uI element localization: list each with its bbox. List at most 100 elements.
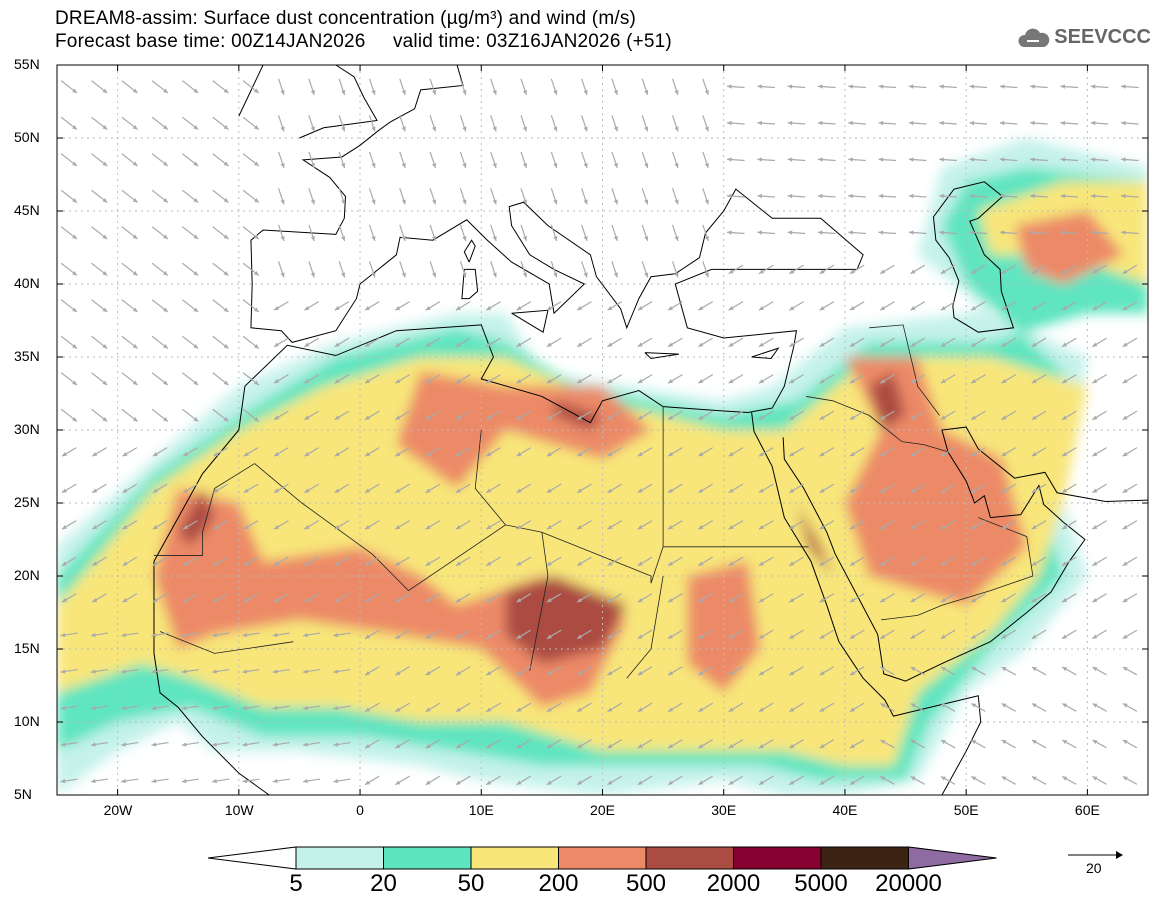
wind-arrow [485, 483, 501, 494]
wind-arrow [151, 668, 169, 674]
wind-arrow [576, 593, 592, 603]
wind-arrow [970, 301, 986, 311]
wind-arrow [425, 374, 441, 384]
wind-arrow [182, 372, 199, 386]
wind-arrow [728, 775, 744, 786]
wind-arrow [728, 374, 744, 384]
wind-arrow [546, 775, 562, 786]
wind-arrow [1090, 193, 1109, 199]
wind-arrow [364, 483, 380, 494]
wind-arrow [910, 337, 926, 348]
wind-arrow [671, 224, 679, 242]
wind-arrow [516, 702, 532, 713]
wind-arrow [182, 80, 199, 94]
wind-arrow [121, 116, 138, 131]
wind-arrow [878, 193, 897, 199]
country-border [869, 324, 940, 416]
wind-arrow [338, 151, 346, 169]
wind-arrow [1001, 666, 1016, 676]
wind-arrow [581, 78, 588, 96]
lat-label: 30N [14, 421, 40, 437]
wind-arrow [1060, 120, 1079, 126]
wind-arrow [581, 261, 588, 278]
wind-arrow [758, 483, 774, 494]
wind-arrow [970, 264, 986, 275]
wind-arrow [181, 705, 199, 711]
wind-arrow [425, 593, 441, 603]
wind-arrow [182, 408, 199, 423]
wind-arrow [212, 408, 229, 423]
wind-arrow [970, 775, 986, 785]
wind-arrow [1122, 556, 1138, 567]
wind-arrow [698, 702, 713, 713]
wind-arrow [970, 520, 986, 530]
wind-arrow [910, 410, 926, 421]
wind-arrow [425, 520, 441, 530]
country-border [159, 631, 294, 654]
wind-arrow [151, 116, 169, 131]
wind-arrow [878, 120, 897, 126]
wind-arrow [304, 556, 320, 567]
lat-label: 15N [14, 640, 40, 656]
coastline [238, 65, 264, 117]
wind-arrow [698, 447, 713, 457]
wind-arrow [637, 410, 653, 421]
wind-arrow [455, 702, 471, 713]
wind-arrow [546, 520, 562, 530]
wind-arrow [637, 301, 653, 311]
wind-arrow [212, 189, 229, 204]
wind-arrow [395, 739, 410, 749]
wind-arrow [122, 520, 138, 530]
country-border [153, 463, 255, 556]
wind-arrow [702, 115, 709, 132]
wind-arrow [516, 739, 532, 749]
wind-arrow [1060, 84, 1079, 89]
wind-arrow [61, 520, 77, 530]
wind-arrow [212, 632, 230, 638]
wind-arrow [550, 188, 558, 205]
wind-arrow [641, 78, 649, 96]
wind-arrow [880, 666, 895, 676]
wind-arrow [576, 483, 592, 494]
wind-arrow [848, 157, 866, 162]
wind-arrow [485, 775, 501, 786]
wind-arrow [849, 264, 865, 275]
wind-arrow [1092, 483, 1107, 494]
wind-arrow [546, 374, 562, 384]
wind-arrow [302, 778, 321, 784]
wind-arrow [61, 556, 77, 567]
wind-arrow [334, 374, 350, 384]
colorbar-segment [733, 846, 822, 870]
wind-arrow [727, 84, 745, 89]
wind-arrow [637, 775, 653, 786]
wind-arrow [728, 666, 744, 676]
wind-arrow [90, 705, 109, 711]
wind-arrow [273, 410, 289, 421]
wind-arrow [122, 556, 138, 567]
wind-arrow [879, 520, 895, 530]
wind-arrow [182, 447, 198, 457]
wind-arrow [879, 301, 895, 311]
wind-arrow [1120, 84, 1139, 89]
wind-arrow [516, 447, 532, 457]
wind-arrow [758, 264, 774, 275]
wind-arrow [91, 299, 108, 313]
wind-arrow [516, 301, 532, 311]
colorbar-label: 20000 [875, 870, 942, 897]
wind-arrow [121, 153, 138, 167]
wind-arrow [576, 520, 592, 530]
colorbar-segment [820, 846, 909, 870]
wind-arrow [273, 556, 289, 567]
wind-arrow [1030, 84, 1048, 89]
wind-arrow [151, 741, 169, 747]
wind-arrow [182, 153, 199, 167]
colorbar-label: 20 [370, 870, 397, 897]
wind-arrow [637, 593, 653, 603]
wind-arrow [425, 702, 441, 713]
wind-arrow [485, 410, 501, 421]
wind-arrow [940, 337, 956, 348]
wind-arrow [1061, 593, 1077, 603]
wind-arrow [1092, 520, 1107, 530]
wind-arrow [455, 410, 471, 421]
wind-arrow [338, 224, 346, 242]
